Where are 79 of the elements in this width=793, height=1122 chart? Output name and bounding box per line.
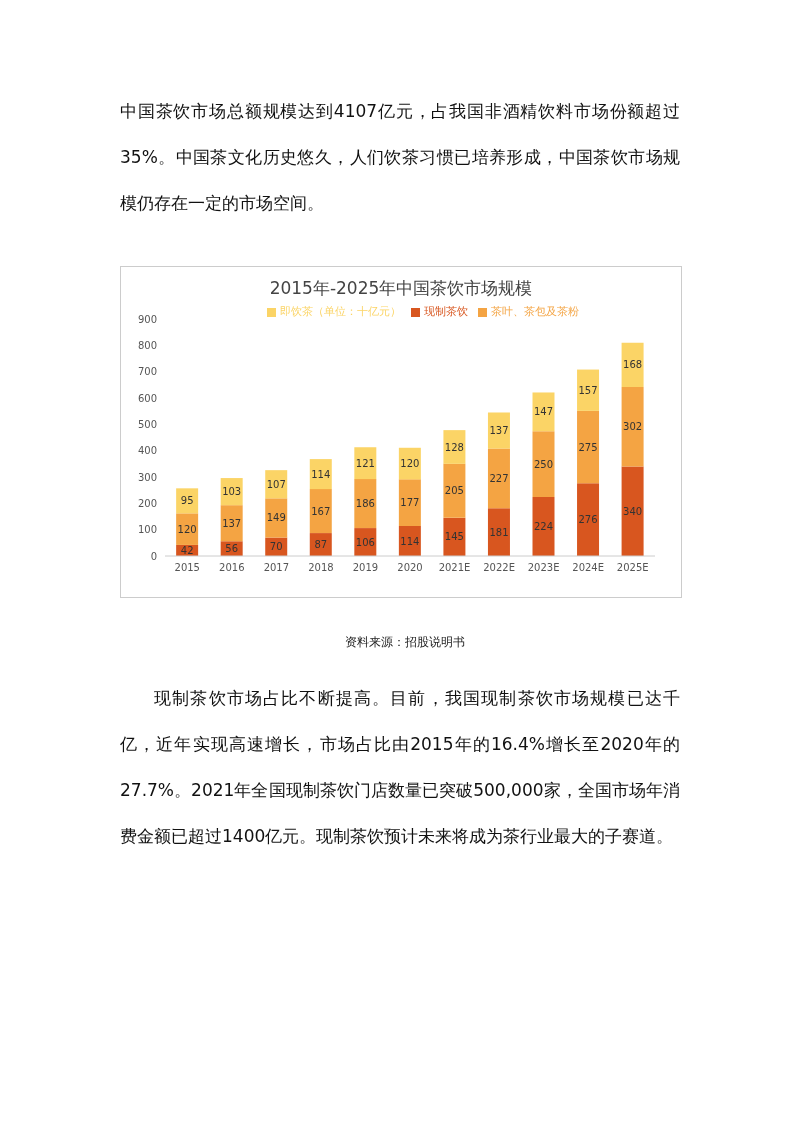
data-label: 168 [623,359,643,371]
y-tick-label: 300 [137,471,157,483]
data-label: 120 [400,458,420,470]
data-label: 70 [269,541,283,553]
y-tick-label: 900 [137,313,157,325]
x-tick-label: 2016 [219,562,245,574]
data-label: 340 [623,505,643,517]
data-label: 87 [314,539,328,551]
data-label: 250 [533,458,554,470]
data-label: 177 [400,497,420,509]
x-tick-label: 2021E [438,562,471,574]
data-label: 137 [222,517,242,529]
data-label: 302 [623,421,643,433]
x-tick-label: 2015 [174,562,200,574]
data-label: 106 [355,536,375,548]
data-label: 157 [578,384,598,396]
x-tick-label: 2020 [397,562,423,574]
data-label: 149 [266,512,286,524]
bar [532,431,555,498]
data-label: 276 [578,514,598,526]
bar [443,463,466,518]
data-label: 103 [222,486,242,498]
x-tick-label: 2025E [616,562,649,574]
data-label: 107 [266,478,286,490]
data-label: 147 [533,406,554,418]
data-label: 42 [180,545,194,557]
data-label: 186 [355,498,375,510]
y-tick-label: 400 [137,445,157,457]
x-tick-label: 2019 [352,562,379,574]
bar [265,498,288,538]
bar [309,489,332,534]
x-tick-label: 2022E [483,562,515,574]
bar [577,410,600,484]
bar [532,392,555,432]
text: 现制茶饮市场占比不断提高。目前，我国现制茶饮市场规模已达千亿，近年实现高速增长，市场占比由2015年的16.4%增长至2020年的27.7%。2021年全国现制茶饮门店数量已突破500,000家，全国市场年消费金额已超过1400亿元。现制茶饮预计未来将成为茶行业最大的子赛道。 [120,688,680,846]
y-tick-label: 500 [137,418,157,430]
data-label: 275 [578,441,598,453]
chart-title: 2015年-2025年中国茶饮市场规模 [268,277,534,300]
data-label: 114 [400,535,420,547]
data-label: 224 [533,521,554,533]
x-tick-label: 2023E [527,562,560,574]
text: 资料来源：招股说明书 [343,634,466,651]
bar [621,386,644,467]
legend-label: 现制茶饮 [424,305,468,318]
bar [398,479,421,526]
text: 中国茶饮市场总额规模达到4107亿元，占我国非酒精饮料市场份额超过35%。中国茶文化历史悠久，人们饮茶习惯已培养形成，中国茶饮市场规模仍存在一定的市场空间。 [120,101,680,213]
data-label: 227 [489,473,509,484]
bar [354,479,377,529]
x-tick-label: 2024E [572,562,605,574]
data-label: 121 [355,457,375,469]
bar [487,412,510,449]
bar [354,447,377,480]
bar [621,466,644,556]
y-tick-label: 0 [150,550,157,562]
bar [577,369,600,411]
bar [532,497,555,556]
data-label: 128 [444,441,464,453]
data-label: 205 [444,485,464,497]
bar [577,483,600,556]
y-tick-label: 100 [137,524,157,536]
legend-label: 茶叶、茶包及茶粉 [491,305,579,318]
y-tick-label: 700 [137,366,157,378]
data-label: 56 [225,543,239,555]
legend-label: 即饮茶（单位：十亿元） [280,305,401,318]
data-label: 167 [311,505,331,517]
data-label: 137 [489,425,509,437]
x-tick-label: 2018 [308,562,334,574]
bar [487,508,510,556]
data-label: 120 [177,523,197,535]
data-label: 145 [444,531,464,543]
bar [487,448,510,509]
y-tick-label: 200 [137,497,157,509]
data-label: 181 [489,526,509,538]
data-label: 114 [311,468,331,480]
data-label: 95 [180,495,194,507]
y-tick-label: 800 [137,339,157,351]
y-tick-label: 600 [137,392,157,404]
x-tick-label: 2017 [263,562,290,574]
bar [220,505,243,542]
